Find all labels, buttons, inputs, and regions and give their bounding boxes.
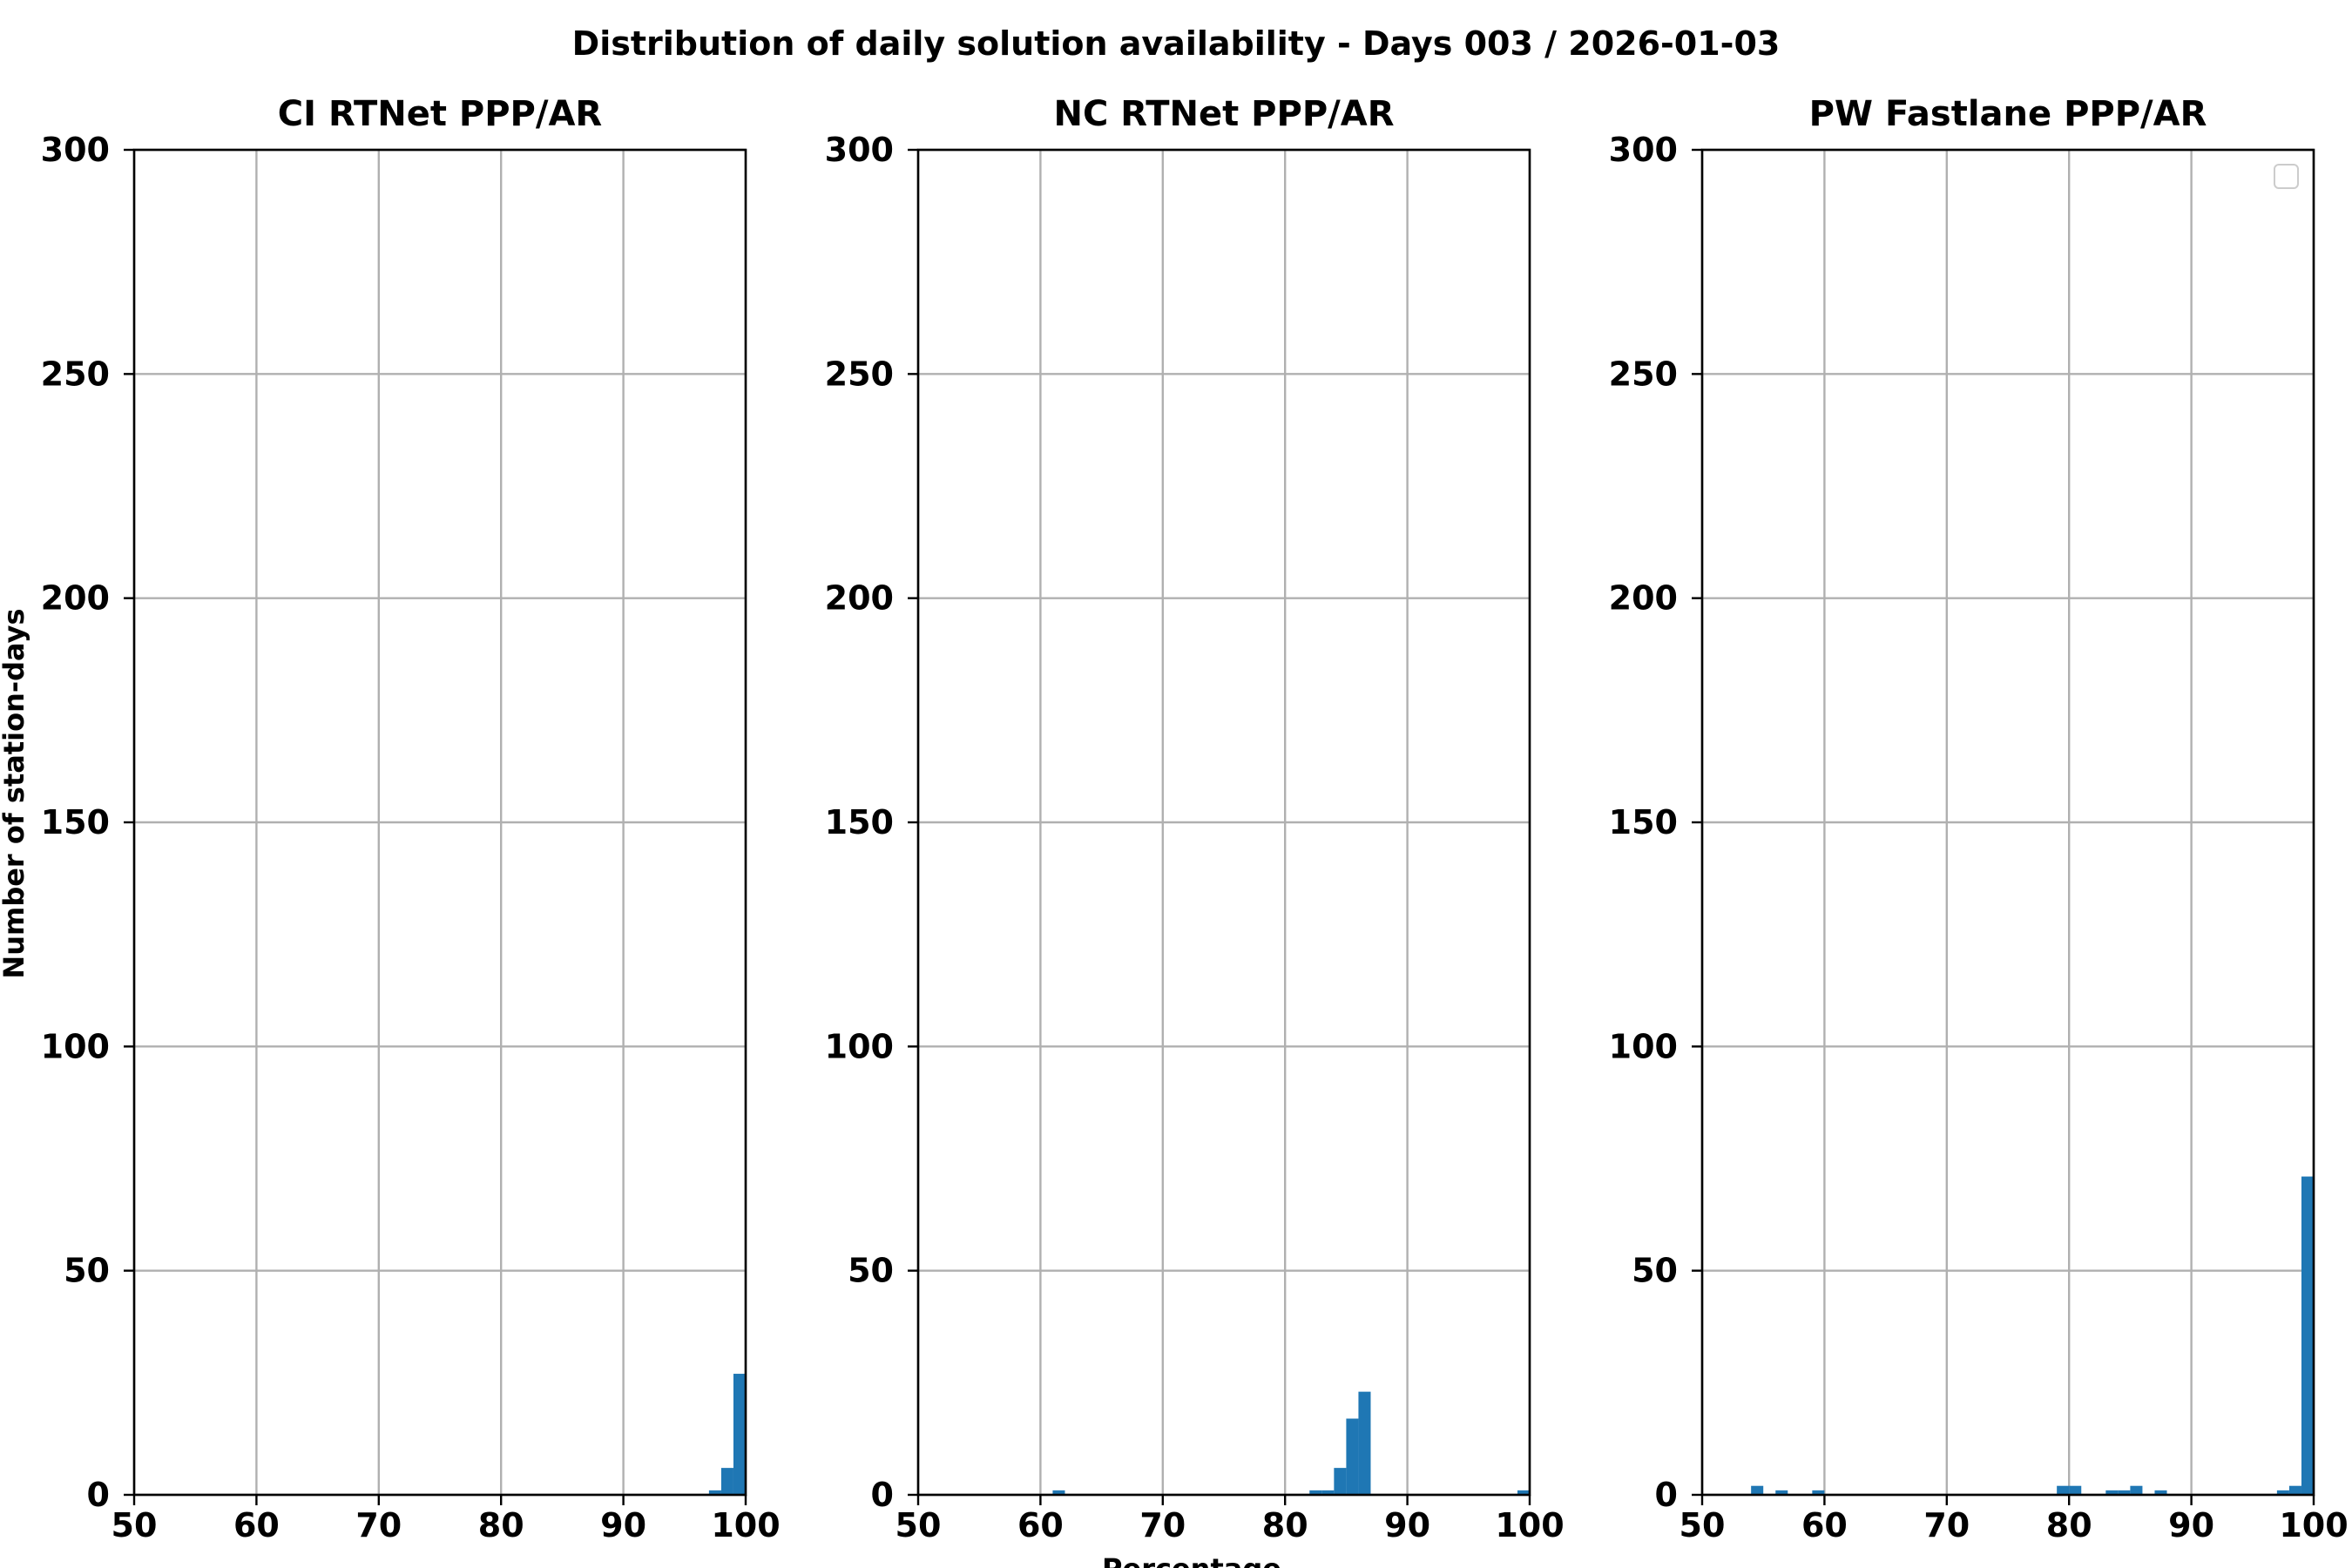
y-tick-label: 150: [41, 803, 110, 841]
histogram-bar: [2057, 1485, 2070, 1495]
x-tick-label: 50: [112, 1506, 158, 1544]
histogram-bar: [1358, 1391, 1371, 1495]
x-tick-label: 80: [2046, 1506, 2092, 1544]
y-tick-label: 100: [825, 1027, 894, 1065]
histogram-bar: [2154, 1490, 2167, 1495]
histogram-bar: [2288, 1485, 2301, 1495]
histogram-bar: [1334, 1468, 1347, 1495]
y-axis-label: Number of station-days: [0, 608, 30, 978]
y-tick-label: 300: [41, 131, 110, 169]
y-tick-label: 50: [64, 1252, 110, 1290]
y-tick-label: 250: [41, 355, 110, 393]
histogram-bar: [2130, 1485, 2143, 1495]
subplot-title: CI RTNet PPP/AR: [278, 94, 602, 134]
y-tick-label: 200: [825, 579, 894, 618]
y-tick-label: 250: [1609, 355, 1678, 393]
x-tick-label: 90: [600, 1506, 646, 1544]
y-tick-label: 300: [825, 131, 894, 169]
histogram-bar: [733, 1374, 746, 1495]
subplot-title: PW Fastlane PPP/AR: [1809, 94, 2207, 134]
histogram-bar: [2069, 1485, 2082, 1495]
histogram-bar: [1321, 1490, 1335, 1495]
histogram-bar: [2105, 1490, 2119, 1495]
histogram-bar: [1309, 1490, 1322, 1495]
histogram-bar: [708, 1490, 721, 1495]
histogram-bar: [1052, 1490, 1065, 1495]
x-tick-label: 90: [2168, 1506, 2214, 1544]
x-tick-label: 100: [711, 1506, 780, 1544]
x-tick-label: 70: [355, 1506, 402, 1544]
histogram-bar: [2276, 1490, 2289, 1495]
histogram-bar: [2301, 1176, 2314, 1495]
histogram-bar: [720, 1468, 733, 1495]
y-tick-label: 200: [1609, 579, 1678, 618]
x-tick-label: 80: [1262, 1506, 1308, 1544]
x-tick-label: 60: [1017, 1506, 1064, 1544]
y-tick-label: 0: [1655, 1476, 1678, 1514]
y-tick-label: 0: [87, 1476, 110, 1514]
histogram-bar: [1517, 1490, 1530, 1495]
histogram-bar: [1346, 1418, 1359, 1495]
x-tick-label: 50: [896, 1506, 942, 1544]
x-tick-label: 100: [2279, 1506, 2348, 1544]
x-tick-label: 100: [1495, 1506, 1564, 1544]
y-tick-label: 150: [825, 803, 894, 841]
subplot-title: NC RTNet PPP/AR: [1053, 94, 1394, 134]
x-tick-label: 70: [1923, 1506, 1970, 1544]
y-tick-label: 300: [1609, 131, 1678, 169]
y-tick-label: 50: [1632, 1252, 1678, 1290]
x-tick-label: 80: [478, 1506, 524, 1544]
y-tick-label: 250: [825, 355, 894, 393]
legend-box: [2274, 164, 2299, 189]
x-tick-label: 60: [233, 1506, 280, 1544]
y-tick-label: 0: [871, 1476, 894, 1514]
histogram-bar: [1812, 1490, 1825, 1495]
y-tick-label: 50: [848, 1252, 894, 1290]
x-tick-label: 60: [1801, 1506, 1848, 1544]
histogram-bar: [1775, 1490, 1788, 1495]
y-tick-label: 100: [41, 1027, 110, 1065]
histogram-bar: [2118, 1490, 2131, 1495]
y-tick-label: 100: [1609, 1027, 1678, 1065]
x-axis-label: Percentage: [1102, 1552, 1281, 1568]
histogram-bar: [1751, 1485, 1764, 1495]
y-tick-label: 200: [41, 579, 110, 618]
x-tick-label: 70: [1139, 1506, 1186, 1544]
x-tick-label: 90: [1384, 1506, 1430, 1544]
x-tick-label: 50: [1680, 1506, 1726, 1544]
y-tick-label: 150: [1609, 803, 1678, 841]
figure-title: Distribution of daily solution availabil…: [572, 24, 1781, 63]
